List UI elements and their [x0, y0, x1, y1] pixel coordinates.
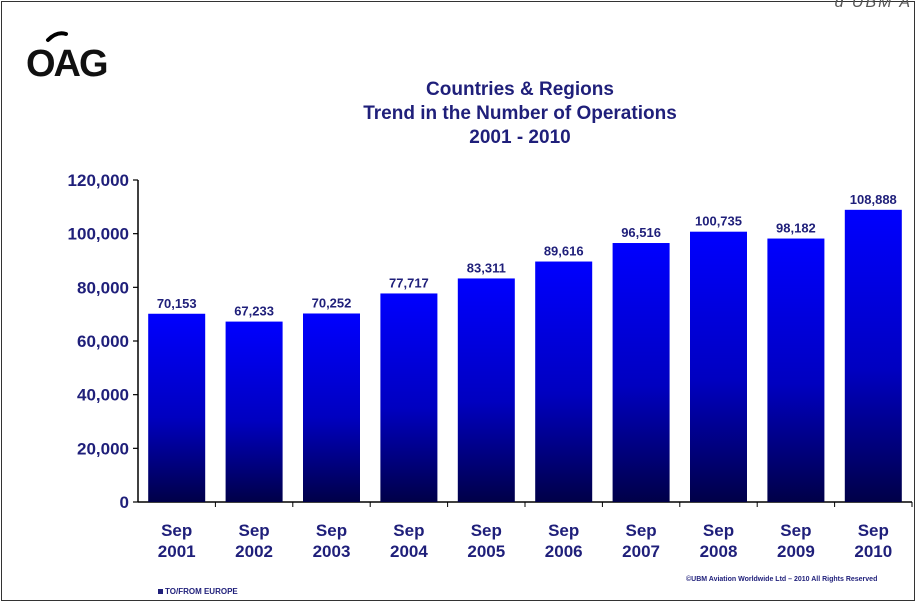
- bars: [148, 209, 902, 503]
- x-tick-label-year: 2001: [158, 542, 196, 561]
- y-tick-label: 80,000: [77, 278, 129, 297]
- title-line-1: Countries & Regions: [426, 79, 614, 100]
- bar: [690, 231, 747, 503]
- x-tick-label-year: 2006: [545, 542, 583, 561]
- x-tick-label-month: Sep: [239, 521, 270, 540]
- data-label: 89,616: [544, 244, 584, 259]
- bar: [612, 243, 670, 503]
- x-tick-label-year: 2005: [467, 542, 505, 561]
- bar: [303, 313, 360, 502]
- data-label: 77,717: [389, 275, 429, 290]
- legend-swatch: [158, 589, 163, 595]
- copyright-text: ©UBM Aviation Worldwide Ltd – 2010 All R…: [686, 576, 878, 583]
- bar: [225, 321, 283, 502]
- x-tick-label-month: Sep: [858, 521, 889, 540]
- y-tick-label: 40,000: [77, 386, 129, 405]
- x-tick-label-month: Sep: [393, 521, 424, 540]
- title-line-3: 2001 - 2010: [469, 127, 571, 148]
- x-tick-label-year: 2007: [622, 542, 660, 561]
- data-label: 96,516: [621, 225, 661, 240]
- data-label: 67,233: [234, 304, 274, 319]
- y-tick-label: 0: [120, 493, 129, 512]
- x-tick-label-year: 2009: [777, 542, 815, 561]
- corner-text: d UBM A: [834, 0, 912, 11]
- y-tick-labels: 0 20,000 40,000 60,000 80,000 100,000 120,000: [68, 171, 129, 512]
- bar: [148, 313, 206, 502]
- bar: [767, 238, 825, 502]
- bar: [844, 209, 902, 502]
- x-tick-label-year: 2004: [390, 542, 428, 561]
- svg-text:OAG: OAG: [26, 43, 107, 85]
- legend-label: TO/FROM EUROPE: [165, 587, 238, 596]
- data-labels: 70,153 67,233 70,252 77,717 83,311 89,616 96,5…: [157, 192, 897, 319]
- y-tick-label: 120,000: [68, 171, 129, 190]
- x-tick-label-year: 2002: [235, 542, 273, 561]
- x-tick-label-year: 2003: [313, 542, 351, 561]
- x-tick-label-month: Sep: [316, 521, 347, 540]
- x-tick-label-month: Sep: [626, 521, 657, 540]
- bar: [380, 293, 438, 502]
- bar: [457, 278, 515, 502]
- chart-title: Countries & Regions Trend in the Number …: [220, 78, 820, 150]
- x-tick-label-month: Sep: [703, 521, 734, 540]
- legend: TO/FROM EUROPE: [158, 587, 238, 596]
- data-label: 108,888: [850, 192, 897, 207]
- data-label: 83,311: [467, 260, 506, 275]
- data-label: 70,153: [157, 296, 197, 311]
- oag-logo: OAG: [26, 31, 109, 85]
- data-label: 98,182: [776, 221, 816, 236]
- x-tick-label-year: 2008: [700, 542, 738, 561]
- data-label: 100,735: [695, 214, 742, 229]
- x-tick-label-month: Sep: [471, 521, 502, 540]
- x-tick-label-year: 2010: [854, 542, 892, 561]
- x-tick-labels: Sep 2001 Sep 2002 Sep 2003 Sep 2004 Sep 2005 Sep 20…: [158, 521, 892, 561]
- data-label: 70,252: [312, 295, 352, 310]
- x-tick-label-month: Sep: [780, 521, 811, 540]
- y-tick-label: 20,000: [77, 439, 129, 458]
- y-tick-label: 100,000: [68, 225, 129, 244]
- bar: [535, 261, 593, 502]
- x-tick-label-month: Sep: [548, 521, 579, 540]
- y-tick-label: 60,000: [77, 332, 129, 351]
- x-tick-label-month: Sep: [161, 521, 192, 540]
- title-line-2: Trend in the Number of Operations: [363, 103, 677, 124]
